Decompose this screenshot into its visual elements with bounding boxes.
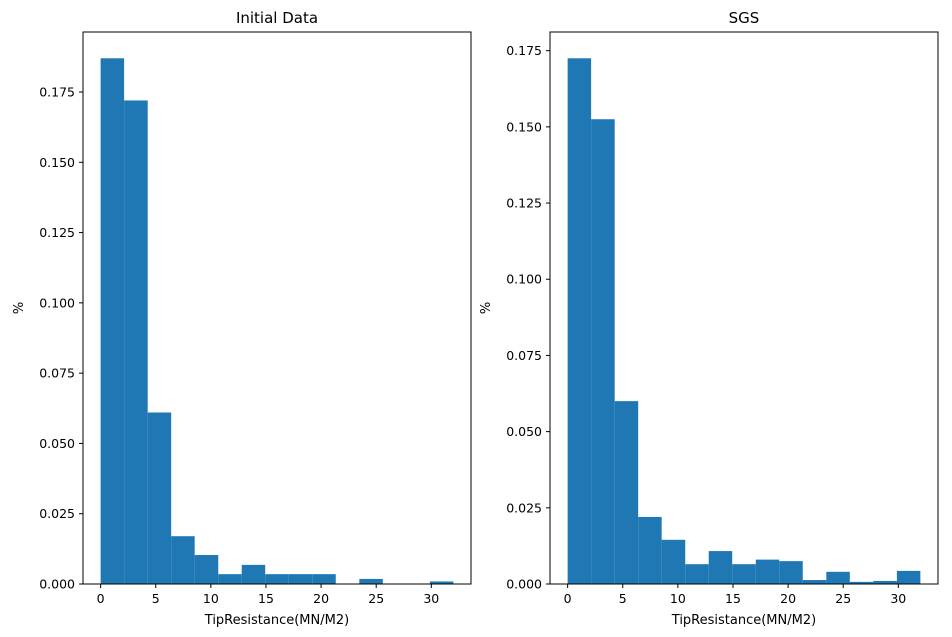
y-tick-label: 0.050 [506,424,542,439]
y-tick-label: 0.025 [39,506,75,521]
histogram-bar [661,539,686,584]
histogram-bar [779,561,803,584]
y-tick-label: 0.100 [506,272,542,287]
y-tick-label: 0.075 [506,348,542,363]
y-tick-label: 0.000 [39,577,75,592]
x-axis-label: TipResistance(MN/M2) [671,613,816,628]
y-tick-label: 0.150 [506,119,542,134]
y-tick-label: 0.150 [39,155,75,170]
histogram-bar [826,571,850,584]
x-tick-label: 15 [725,591,741,606]
histogram-bar [708,551,733,584]
chart-title: Initial Data [236,9,318,27]
histogram-bar [802,580,827,584]
histogram-bar [732,564,756,584]
histogram-bar [567,58,592,585]
x-axis-label: TipResistance(MN/M2) [204,613,349,628]
histogram-bar [312,574,336,584]
histogram-bar [685,564,709,584]
histogram-bar [896,570,921,584]
histogram-bar [265,574,289,584]
histogram-bar [241,564,266,584]
histogram-bar [591,119,615,584]
x-tick-label: 5 [152,591,160,606]
histogram-bar [194,555,219,584]
y-tick-label: 0.000 [506,577,542,592]
histogram-bar [359,578,383,584]
histogram-bar [288,574,313,584]
y-tick-label: 0.025 [506,500,542,515]
histogram-sgs: SGS TipResistance(MN/M2) % 0 5 10 15 20 25 30 0… [479,9,939,628]
y-tick-label: 0.175 [39,85,75,100]
histogram-bar [849,581,874,584]
histogram-bar [100,58,125,585]
y-tick-label: 0.050 [39,436,75,451]
y-axis-label: % [12,302,27,314]
histogram-bar [755,559,780,584]
histogram-bar [429,581,454,584]
y-tick-label: 0.175 [506,43,542,58]
x-tick-label: 25 [835,591,851,606]
x-tick-label: 20 [780,591,796,606]
x-tick-label: 25 [368,591,384,606]
x-tick-label: 30 [890,591,906,606]
y-tick-label: 0.125 [39,225,75,240]
histogram-bar [218,574,242,584]
y-tick-label: 0.100 [39,295,75,310]
histogram-initial-data: Initial Data TipResistance(MN/M2) % 0 5 10… [12,9,472,628]
x-tick-label: 5 [619,591,627,606]
y-axis-label: % [479,302,494,314]
axes-frame [82,31,472,585]
y-tick-label: 0.125 [506,196,542,211]
histogram-bar [873,580,897,584]
histogram-bar [638,516,662,584]
x-tick-label: 0 [97,591,105,606]
histogram-bar [614,401,639,584]
axes-frame [549,31,939,585]
histogram-bar [124,100,148,584]
x-tick-label: 30 [423,591,439,606]
chart-title: SGS [729,9,760,27]
histogram-bar [171,536,195,584]
x-tick-label: 10 [670,591,686,606]
x-tick-label: 20 [313,591,329,606]
x-tick-label: 0 [564,591,572,606]
x-tick-label: 15 [258,591,274,606]
y-tick-label: 0.075 [39,366,75,381]
histogram-bar [147,412,172,584]
x-tick-label: 10 [203,591,219,606]
